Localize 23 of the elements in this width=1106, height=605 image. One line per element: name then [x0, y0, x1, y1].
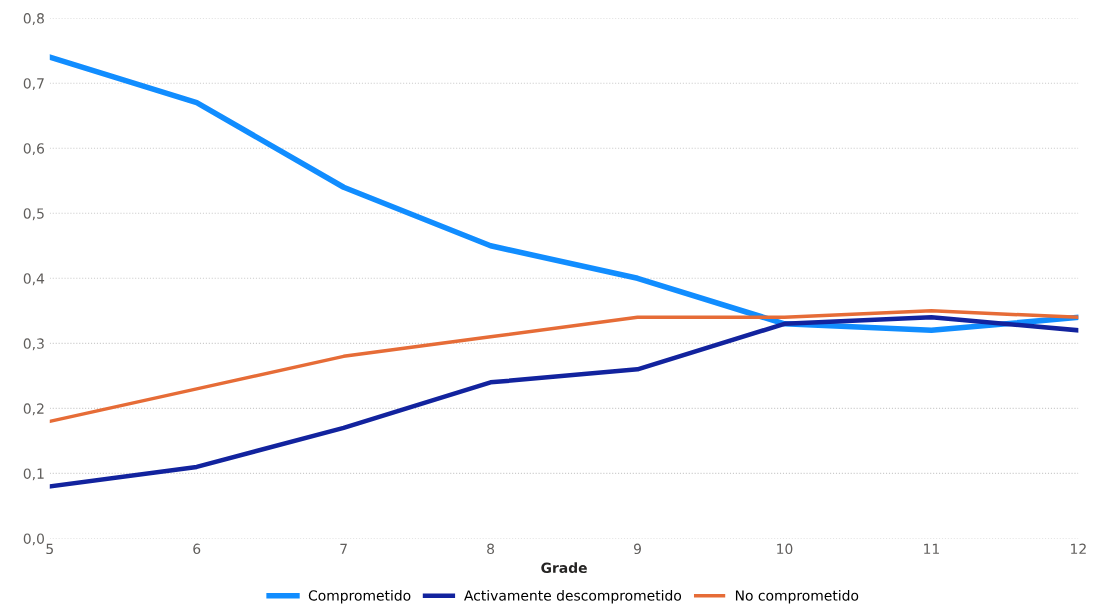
x-tick-label: 11	[924, 543, 939, 554]
x-tick-label: 8	[487, 543, 495, 555]
x-axis-title: Grade	[541, 562, 587, 574]
x-tick-label: 5	[46, 543, 53, 555]
legend-label: Activamente descomprometido	[464, 589, 682, 604]
line-series	[49, 315, 1079, 489]
y-tick-label: 0,2	[23, 403, 44, 416]
x-tick-label: 7	[340, 543, 347, 554]
x-tick-label: 12	[1071, 543, 1086, 554]
y-tick-label: 0,7	[23, 78, 44, 91]
x-tick-label: 10	[777, 543, 793, 555]
y-tick-label: 0,6	[23, 143, 45, 156]
y-tick-label: 0,4	[23, 273, 45, 286]
legend-label: No comprometido	[735, 589, 859, 604]
x-tick-label: 9	[633, 543, 641, 555]
x-tick-label: 6	[193, 543, 201, 555]
y-tick-label: 0,5	[23, 208, 44, 221]
y-tick-label: 0,0	[23, 533, 44, 546]
y-tick-label: 0,3	[23, 338, 44, 351]
legend-label: Comprometido	[308, 589, 411, 604]
line-series	[49, 309, 1079, 424]
y-tick-label: 0,1	[23, 468, 44, 481]
y-tick-label: 0,8	[23, 13, 44, 26]
